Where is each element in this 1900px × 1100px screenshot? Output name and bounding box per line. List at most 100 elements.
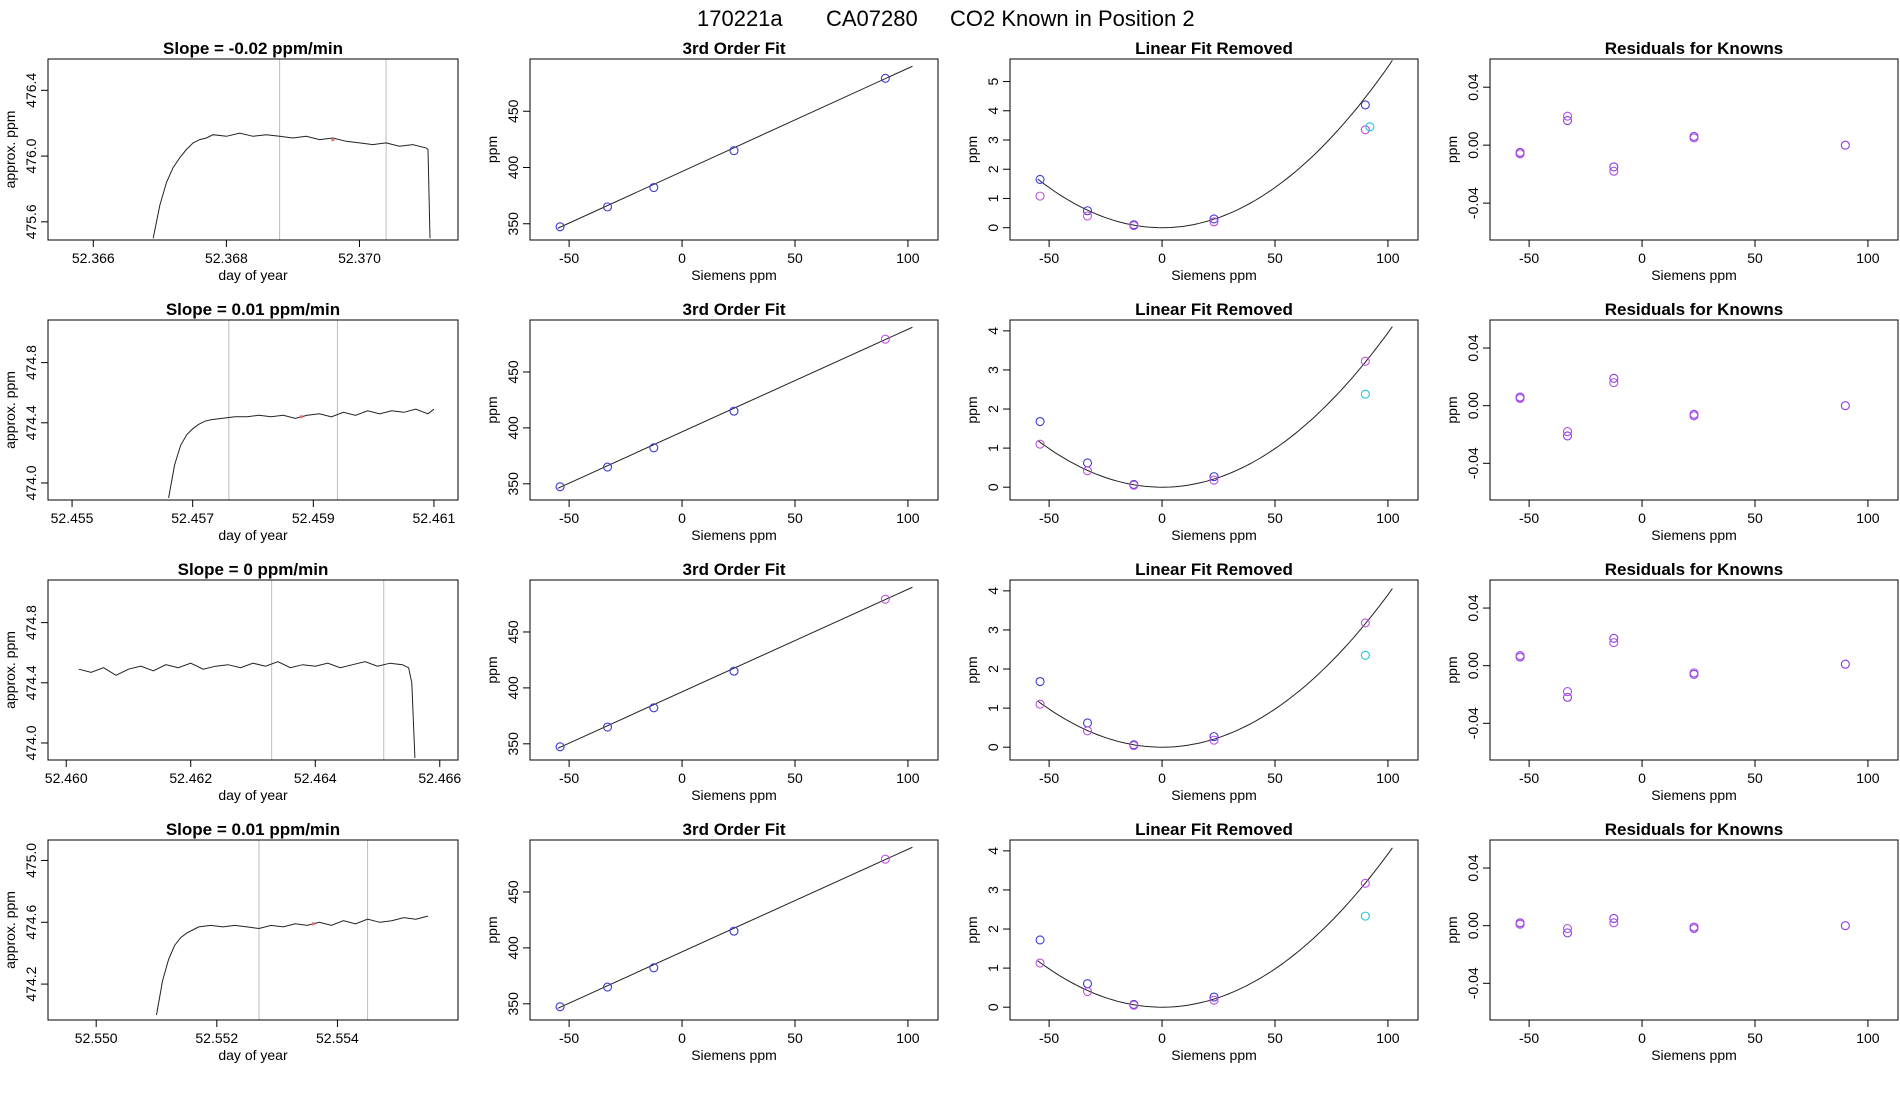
data-point <box>1082 466 1093 476</box>
panel-r1-c3: Residuals for Knowns -50 0 50 100 -0.04 0.00 0.… <box>1444 300 1899 543</box>
y-axis-label: ppm <box>1444 396 1460 423</box>
y-axis-label: ppm <box>484 656 500 683</box>
x-tick-label: 52.459 <box>292 510 335 526</box>
y-tick-label: 0 <box>985 224 1001 232</box>
x-tick-label: 0 <box>1638 770 1646 786</box>
x-tick-label: 50 <box>787 770 803 786</box>
concentration-trace <box>156 915 429 1016</box>
panel-title: Residuals for Knowns <box>1605 820 1784 839</box>
y-tick-label: 3 <box>985 366 1001 374</box>
plot-area <box>168 320 435 500</box>
x-tick-label: 50 <box>787 510 803 526</box>
x-tick-label: 0 <box>1158 250 1166 266</box>
x-tick-label: 52.552 <box>195 1030 238 1046</box>
x-tick-label: -50 <box>1519 510 1539 526</box>
y-tick-label: 400 <box>505 936 521 960</box>
data-point <box>555 222 565 232</box>
data-point <box>1562 111 1573 121</box>
plot-area <box>1035 588 1393 751</box>
data-point <box>1609 373 1619 383</box>
data-point <box>1515 919 1525 929</box>
x-tick-label: 0 <box>678 510 686 526</box>
y-tick-label: 4 <box>985 587 1001 595</box>
data-point <box>1082 987 1093 997</box>
x-tick-label: 100 <box>896 250 920 266</box>
data-point <box>1129 741 1139 751</box>
x-tick-label: 0 <box>1158 1030 1166 1046</box>
data-point <box>1562 928 1573 938</box>
data-point <box>1082 211 1093 221</box>
x-tick-label: 100 <box>1856 770 1880 786</box>
data-point <box>1689 924 1699 934</box>
y-tick-label: 474.8 <box>23 605 39 640</box>
data-point <box>1035 935 1045 945</box>
data-point <box>1209 217 1219 227</box>
panel-r1-c1: 3rd Order Fit -50 0 50 100 350 400 450 Siemens p… <box>484 300 939 543</box>
x-tick-label: 50 <box>1747 250 1763 266</box>
data-point <box>1840 921 1850 931</box>
x-tick-label: 52.461 <box>413 510 456 526</box>
data-point <box>1840 659 1850 669</box>
plot-area <box>1035 326 1393 490</box>
y-tick-label: -0.04 <box>1465 447 1481 479</box>
x-tick-label: 50 <box>1267 510 1283 526</box>
x-tick-label: 50 <box>1267 770 1283 786</box>
y-tick-label: 0.00 <box>1465 131 1481 158</box>
data-point <box>1209 735 1219 745</box>
plot-frame <box>529 58 939 241</box>
y-tick-label: 0.04 <box>1465 594 1481 621</box>
y-axis-label: ppm <box>484 136 500 163</box>
y-tick-label: 474.6 <box>23 905 39 940</box>
x-tick-label: 52.460 <box>45 770 88 786</box>
trace-marker <box>299 415 303 419</box>
data-point <box>1035 958 1045 968</box>
x-tick-label: 50 <box>787 1030 803 1046</box>
data-point <box>1129 221 1139 231</box>
data-point <box>1609 378 1619 388</box>
data-point <box>1562 427 1573 437</box>
data-point <box>1515 149 1525 159</box>
y-tick-label: 475.6 <box>23 204 39 239</box>
panel-r2-c2: Linear Fit Removed -50 0 50 100 0 1 2 3 4 Siemens … <box>964 560 1419 803</box>
x-tick-label: 100 <box>1856 510 1880 526</box>
y-tick-label: 0.04 <box>1465 334 1481 361</box>
data-point <box>880 73 890 83</box>
panel-title: Slope = 0.01 ppm/min <box>166 300 340 319</box>
x-tick-label: 50 <box>1747 510 1763 526</box>
data-point <box>602 202 613 212</box>
y-axis-label: ppm <box>1444 916 1460 943</box>
x-axis-label: Siemens ppm <box>1171 1047 1257 1063</box>
x-tick-label: -50 <box>559 770 579 786</box>
y-tick-label: 450 <box>505 880 521 904</box>
x-axis-label: day of year <box>218 267 288 283</box>
panel-title: Linear Fit Removed <box>1135 820 1293 839</box>
plot-area <box>1515 633 1850 702</box>
plot-frame <box>47 319 459 501</box>
data-point <box>649 182 659 193</box>
x-tick-label: -50 <box>1519 1030 1539 1046</box>
y-axis-label: approx. ppm <box>2 371 18 449</box>
x-axis-label: day of year <box>218 1047 288 1063</box>
x-tick-label: 0 <box>1158 770 1166 786</box>
y-tick-label: 350 <box>505 992 521 1016</box>
data-point <box>649 963 659 973</box>
y-tick-label: 450 <box>505 620 521 644</box>
panel-title: 3rd Order Fit <box>683 39 786 58</box>
y-axis-label: ppm <box>484 396 500 423</box>
x-tick-label: 52.370 <box>338 250 381 266</box>
y-tick-label: 400 <box>505 676 521 700</box>
panel-r1-c2: Linear Fit Removed -50 0 50 100 0 1 2 3 4 Siemens … <box>964 300 1419 543</box>
plot-area <box>1035 847 1393 1010</box>
data-point <box>1035 416 1045 427</box>
plot-area <box>555 846 913 1012</box>
data-point <box>1209 992 1219 1002</box>
data-point <box>1035 699 1045 709</box>
x-tick-label: 0 <box>1638 510 1646 526</box>
data-point <box>1360 125 1370 135</box>
data-point <box>602 722 613 732</box>
data-point <box>1035 191 1045 201</box>
x-tick-label: -50 <box>1519 250 1539 266</box>
data-point <box>880 594 890 604</box>
y-tick-label: 0 <box>985 743 1001 751</box>
data-point <box>1082 718 1093 728</box>
